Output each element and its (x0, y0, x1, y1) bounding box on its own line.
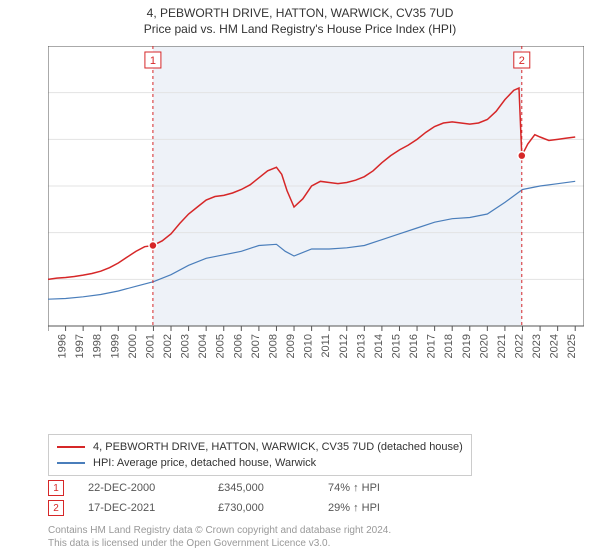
svg-text:2016: 2016 (408, 334, 420, 358)
svg-text:2011: 2011 (320, 334, 332, 358)
svg-text:2018: 2018 (443, 334, 455, 358)
svg-text:2025: 2025 (566, 334, 578, 358)
svg-text:1995: 1995 (48, 334, 51, 358)
price-chart: £0£200K£400K£600K£800K£1M£1.2M1995199619… (48, 46, 584, 376)
transaction-change: 74% ↑ HPI (328, 482, 380, 494)
transaction-price: £345,000 (218, 482, 328, 494)
chart-titles: 4, PEBWORTH DRIVE, HATTON, WARWICK, CV35… (0, 0, 600, 36)
svg-text:2019: 2019 (461, 334, 473, 358)
transaction-table: 1 22-DEC-2000£345,00074% ↑ HPI 2 17-DEC-202… (48, 478, 380, 518)
svg-text:1996: 1996 (57, 334, 69, 358)
transaction-date: 17-DEC-2021 (88, 502, 218, 514)
svg-text:2010: 2010 (303, 334, 315, 358)
transaction-marker-badge: 2 (48, 500, 64, 516)
svg-text:1998: 1998 (92, 334, 104, 358)
svg-text:2023: 2023 (531, 334, 543, 358)
svg-text:2020: 2020 (478, 334, 490, 358)
svg-text:2009: 2009 (285, 334, 297, 358)
legend-item: HPI: Average price, detached house, Warw… (57, 455, 463, 471)
footer-line-2: This data is licensed under the Open Gov… (48, 537, 391, 550)
svg-text:2015: 2015 (390, 334, 402, 358)
legend-item: 4, PEBWORTH DRIVE, HATTON, WARWICK, CV35… (57, 439, 463, 455)
transaction-change: 29% ↑ HPI (328, 502, 380, 514)
transaction-date: 22-DEC-2000 (88, 482, 218, 494)
legend-swatch (57, 462, 85, 464)
svg-text:2006: 2006 (232, 334, 244, 358)
svg-text:1997: 1997 (74, 334, 86, 358)
svg-text:2021: 2021 (496, 334, 508, 358)
title-subtitle: Price paid vs. HM Land Registry's House … (0, 22, 600, 36)
svg-text:2013: 2013 (355, 334, 367, 358)
title-address: 4, PEBWORTH DRIVE, HATTON, WARWICK, CV35… (0, 6, 600, 20)
transaction-marker-badge: 1 (48, 480, 64, 496)
svg-text:2002: 2002 (162, 334, 174, 358)
svg-text:1999: 1999 (109, 334, 121, 358)
svg-text:2008: 2008 (267, 334, 279, 358)
transaction-row: 2 17-DEC-2021£730,00029% ↑ HPI (48, 498, 380, 518)
svg-text:2014: 2014 (373, 334, 385, 358)
legend-label: 4, PEBWORTH DRIVE, HATTON, WARWICK, CV35… (93, 441, 463, 453)
svg-text:1: 1 (150, 55, 156, 67)
svg-text:2022: 2022 (513, 334, 525, 358)
svg-text:2007: 2007 (250, 334, 262, 358)
svg-text:2001: 2001 (144, 334, 156, 358)
svg-text:2003: 2003 (180, 334, 192, 358)
legend-label: HPI: Average price, detached house, Warw… (93, 457, 316, 469)
legend-swatch (57, 446, 85, 448)
svg-text:2000: 2000 (127, 334, 139, 358)
svg-text:2005: 2005 (215, 334, 227, 358)
svg-text:2: 2 (519, 55, 525, 67)
transaction-price: £730,000 (218, 502, 328, 514)
footer-attribution: Contains HM Land Registry data © Crown c… (48, 524, 391, 550)
footer-line-1: Contains HM Land Registry data © Crown c… (48, 524, 391, 537)
svg-text:2004: 2004 (197, 334, 209, 358)
legend: 4, PEBWORTH DRIVE, HATTON, WARWICK, CV35… (48, 434, 472, 476)
svg-text:2012: 2012 (338, 334, 350, 358)
transaction-row: 1 22-DEC-2000£345,00074% ↑ HPI (48, 478, 380, 498)
svg-text:2024: 2024 (549, 334, 561, 358)
svg-text:2017: 2017 (426, 334, 438, 358)
